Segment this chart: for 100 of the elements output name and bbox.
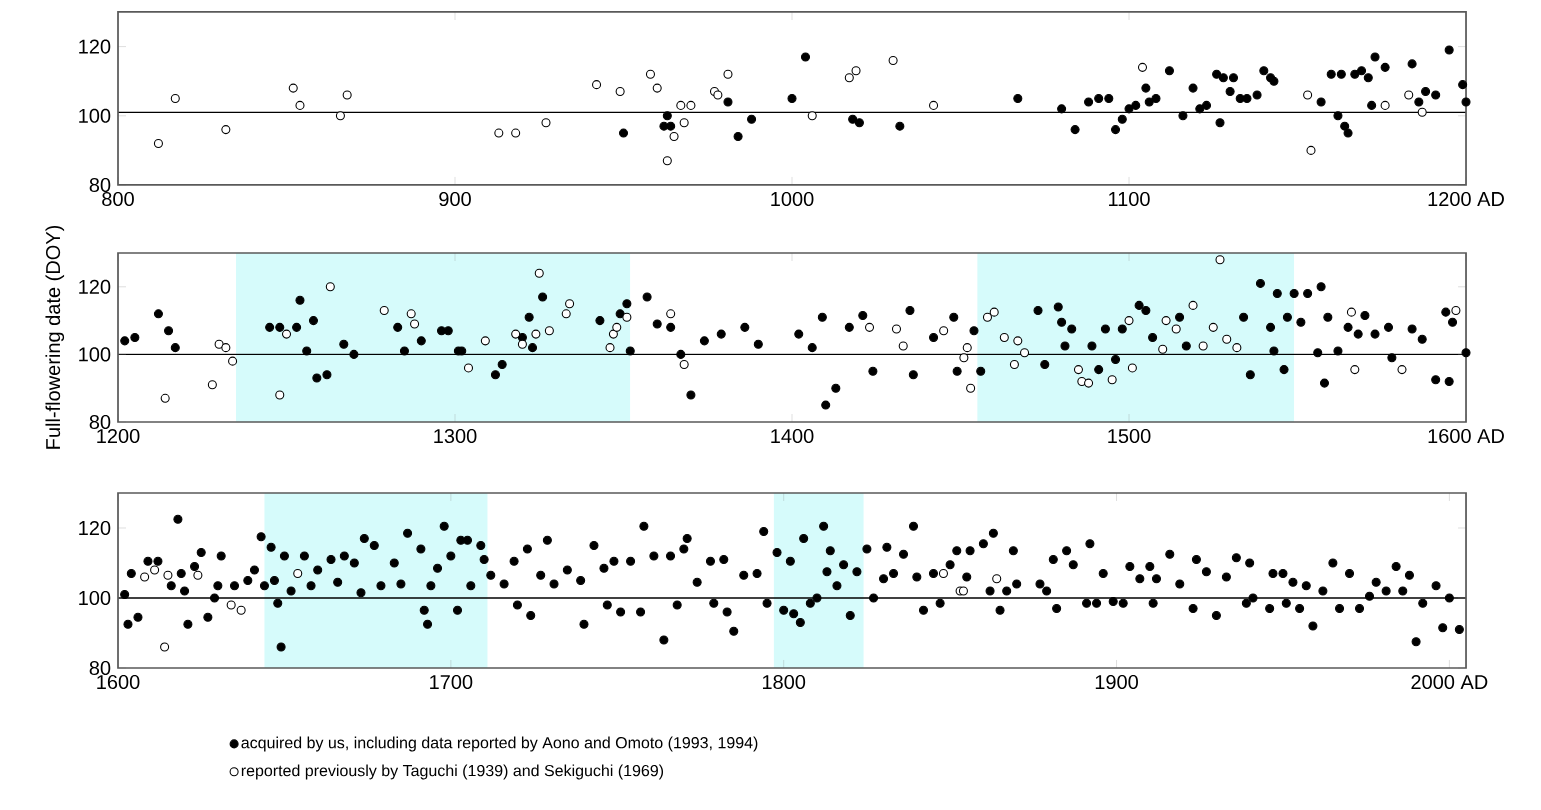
point	[1222, 334, 1232, 344]
point	[1370, 52, 1380, 62]
point	[807, 111, 817, 121]
x-tick-label: 1400	[771, 428, 814, 444]
point	[517, 339, 527, 349]
point	[1343, 128, 1353, 138]
x-tick-label: 800	[102, 191, 134, 207]
point	[1215, 118, 1225, 128]
x-tick-label: 1700	[430, 674, 473, 690]
point	[1380, 100, 1390, 110]
point	[662, 156, 672, 166]
point	[1013, 93, 1023, 104]
point	[1137, 62, 1148, 72]
x-tick-label: 900	[439, 191, 471, 207]
point	[221, 343, 231, 353]
point	[1228, 73, 1239, 83]
point	[652, 83, 662, 93]
point	[898, 341, 908, 351]
point	[618, 128, 629, 138]
point	[379, 305, 389, 315]
point	[679, 118, 689, 128]
point	[645, 69, 656, 79]
point	[1198, 341, 1208, 351]
point	[511, 329, 521, 339]
y-tick-label: 120	[79, 279, 111, 294]
point	[1073, 365, 1083, 375]
x-tick-label: 1900	[1095, 674, 1138, 690]
point	[1346, 307, 1356, 317]
point	[1104, 93, 1114, 104]
point	[888, 55, 898, 65]
point	[939, 326, 949, 336]
point	[153, 138, 163, 149]
point	[612, 322, 622, 332]
point	[747, 114, 757, 124]
point	[1316, 97, 1326, 107]
point	[1144, 97, 1154, 107]
x-tick-label: 1200	[97, 428, 140, 444]
y-tick-label: 80	[89, 414, 111, 430]
point	[1070, 125, 1080, 135]
point	[1188, 300, 1198, 310]
point	[1013, 336, 1023, 346]
point	[669, 132, 679, 142]
point	[992, 574, 1002, 584]
point	[1458, 80, 1468, 90]
point	[1171, 324, 1181, 334]
point	[662, 111, 672, 121]
point	[938, 568, 948, 579]
point	[1009, 359, 1019, 370]
point	[214, 339, 224, 349]
point	[410, 319, 420, 329]
point	[622, 312, 632, 322]
point	[1363, 73, 1373, 83]
point	[679, 359, 689, 370]
point	[615, 87, 625, 97]
legend-label: acquired by us, including data reported by Aono and Omoto (1993, 1994)	[241, 736, 758, 752]
point	[723, 69, 733, 79]
point	[844, 73, 854, 83]
point	[1431, 90, 1441, 100]
point	[1141, 83, 1151, 93]
point	[1232, 343, 1242, 353]
point	[666, 309, 676, 319]
point	[1161, 316, 1171, 326]
point	[293, 568, 303, 579]
point	[160, 642, 170, 652]
point	[966, 383, 976, 393]
y-tick-label: 100	[79, 108, 111, 123]
point	[1218, 73, 1228, 83]
x-tick-label: 1600 AD	[1428, 428, 1504, 444]
y-tick-label: 100	[79, 590, 111, 606]
point	[1117, 114, 1127, 124]
point	[1164, 66, 1174, 76]
point	[1397, 365, 1407, 375]
point	[1306, 145, 1316, 155]
point	[236, 605, 246, 615]
point	[1158, 344, 1168, 354]
point	[982, 312, 993, 322]
point	[163, 570, 173, 580]
point	[1380, 62, 1390, 72]
x-tick-label: 1800	[762, 674, 806, 690]
point	[1208, 322, 1218, 332]
point	[1357, 66, 1367, 76]
point	[1084, 378, 1094, 388]
point	[1225, 87, 1235, 97]
x-tick-label: 1000	[771, 191, 814, 207]
point	[1188, 83, 1198, 93]
point	[288, 83, 298, 93]
point	[999, 332, 1009, 343]
point	[1336, 69, 1346, 79]
point	[160, 393, 170, 403]
point	[463, 363, 474, 373]
point	[565, 299, 575, 309]
point	[1407, 59, 1417, 69]
point	[228, 356, 238, 366]
point	[1212, 69, 1222, 79]
point	[929, 100, 939, 110]
point	[1350, 365, 1360, 375]
point	[895, 121, 905, 131]
point	[1414, 97, 1424, 107]
x-tick-label: 1300	[434, 428, 477, 444]
point	[140, 572, 150, 582]
